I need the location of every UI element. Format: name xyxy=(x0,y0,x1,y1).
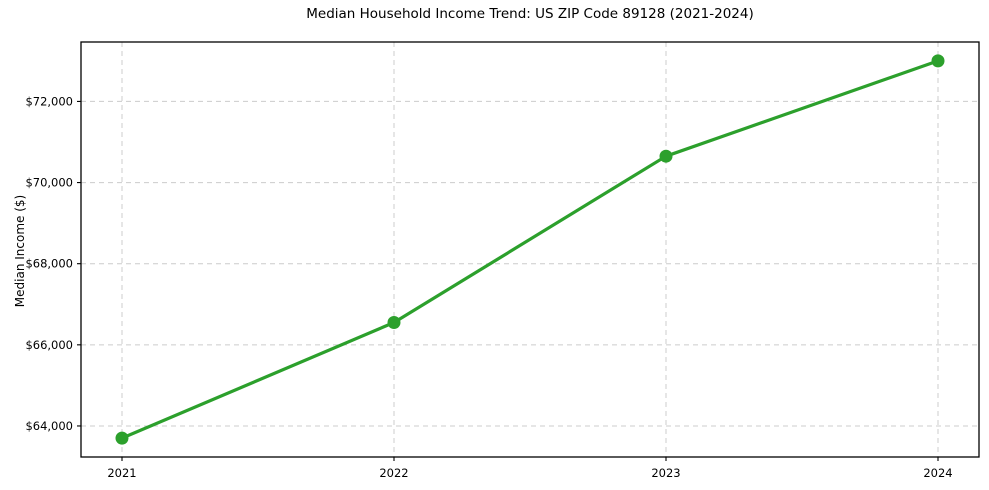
data-point-2024 xyxy=(931,54,945,68)
chart-title: Median Household Income Trend: US ZIP Co… xyxy=(306,6,754,22)
x-tick-label: 2024 xyxy=(923,466,952,480)
data-point-2021 xyxy=(115,431,129,445)
trend-line xyxy=(120,59,940,440)
y-tick-label: $64,000 xyxy=(25,419,73,433)
data-point-2022 xyxy=(387,316,401,330)
y-tick-label: $66,000 xyxy=(25,338,73,352)
x-tick-label: 2022 xyxy=(379,466,408,480)
y-tick-label: $70,000 xyxy=(25,176,73,190)
y-tick-label: $72,000 xyxy=(25,94,73,108)
x-tick-label: 2023 xyxy=(651,466,680,480)
y-tick-label: $68,000 xyxy=(25,257,73,271)
data-point-2023 xyxy=(659,149,673,163)
x-tick-label: 2021 xyxy=(107,466,136,480)
plot-border xyxy=(80,41,980,458)
